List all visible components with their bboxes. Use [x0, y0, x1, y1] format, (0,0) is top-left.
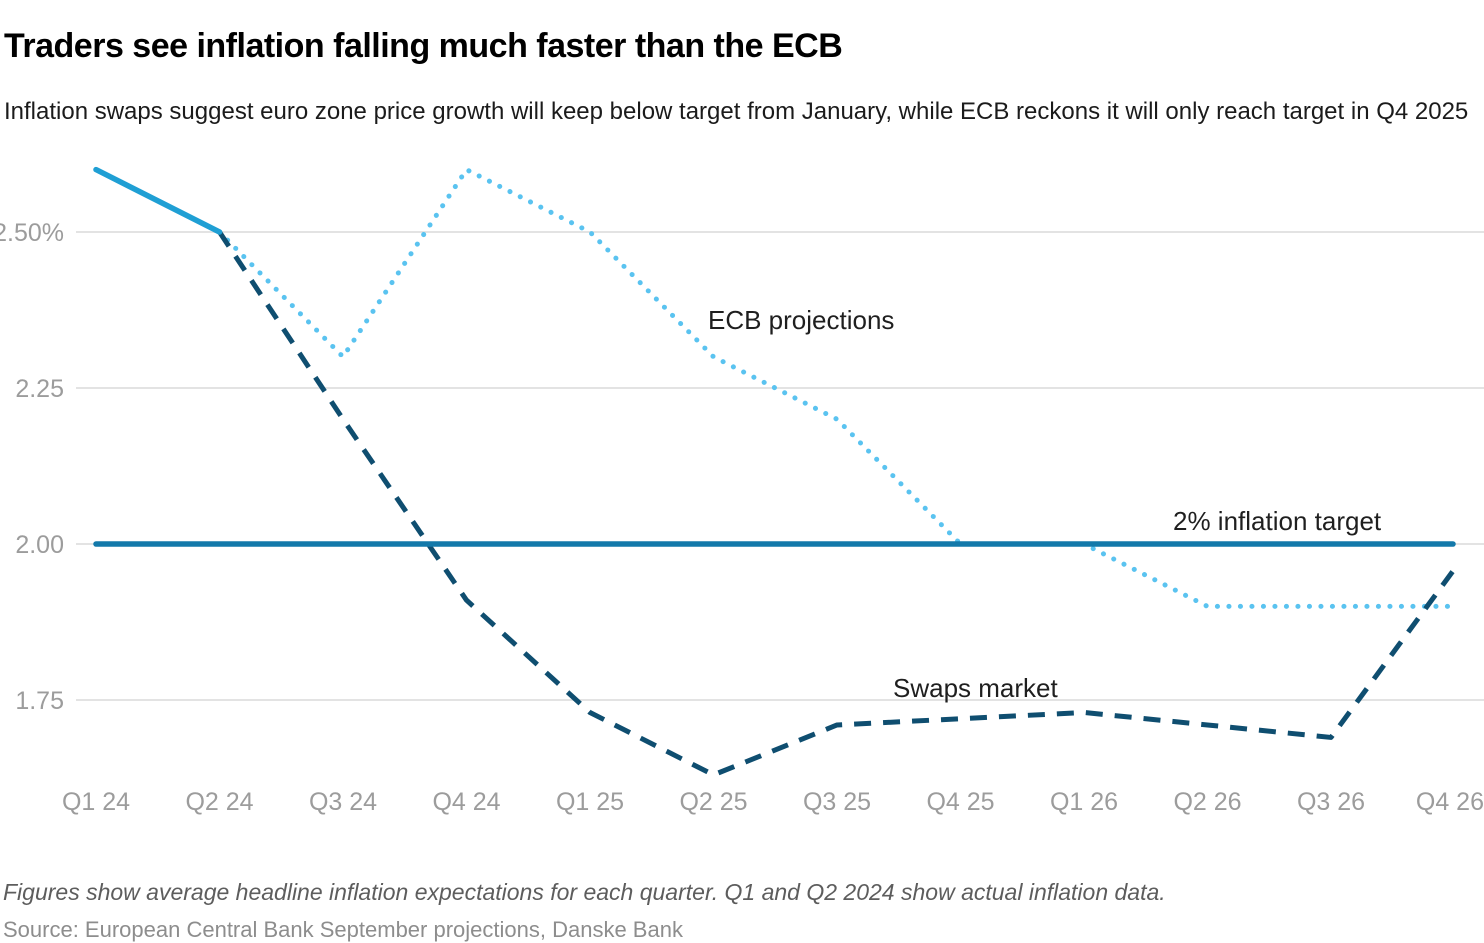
x-tick-label: Q3 25	[803, 788, 871, 816]
chart-source: Source: European Central Bank September …	[3, 917, 683, 942]
x-tick-label: Q3 24	[309, 788, 377, 816]
series-line-actual-inflation-q1-q2-2024-	[93, 166, 223, 235]
y-tick-label: 2.25	[15, 375, 64, 403]
page-title: Traders see inflation falling much faste…	[4, 26, 843, 65]
gridlines	[76, 231, 1484, 701]
y-tick-label: 2.00	[15, 531, 64, 559]
y-tick-label: 2.50%	[0, 219, 64, 247]
x-tick-label: Q2 26	[1173, 788, 1241, 816]
x-tick-label: Q2 25	[679, 788, 747, 816]
inflation-chart: 2.50%2.252.001.75 Q1 24 Q2 24 Q3 24 Q4 24 Q1…	[0, 166, 1484, 816]
x-tick-label: Q1 26	[1050, 788, 1118, 816]
x-axis-labels: Q1 24 Q2 24 Q3 24 Q4 24 Q1 25 Q2 25 Q3 25 Q4 25…	[62, 788, 1484, 816]
series-line-swaps-market	[217, 230, 1457, 778]
chart-footnote: Figures show average headline inflation …	[3, 879, 1166, 905]
x-tick-label: Q4 25	[926, 788, 994, 816]
y-tick-label: 1.75	[15, 687, 64, 715]
x-tick-label: Q4 26	[1416, 788, 1484, 816]
x-tick-label: Q1 25	[556, 788, 624, 816]
x-tick-label: Q1 24	[62, 788, 130, 816]
annotations: ECB projections 2% inflation target Swaps …	[708, 305, 1382, 703]
series-lines	[93, 166, 1457, 778]
x-tick-label: Q2 24	[185, 788, 253, 816]
annotation-label: Swaps market	[893, 673, 1058, 703]
x-tick-label: Q3 26	[1297, 788, 1365, 816]
page-subtitle: Inflation swaps suggest euro zone price …	[4, 98, 1469, 125]
annotation-label: ECB projections	[708, 305, 894, 335]
x-tick-label: Q4 24	[432, 788, 500, 816]
y-axis-labels: 2.50% 2.25 2.00 1.75	[0, 219, 64, 715]
annotation-label: 2% inflation target	[1173, 506, 1382, 536]
series-line-ecb-projections	[217, 167, 1457, 609]
